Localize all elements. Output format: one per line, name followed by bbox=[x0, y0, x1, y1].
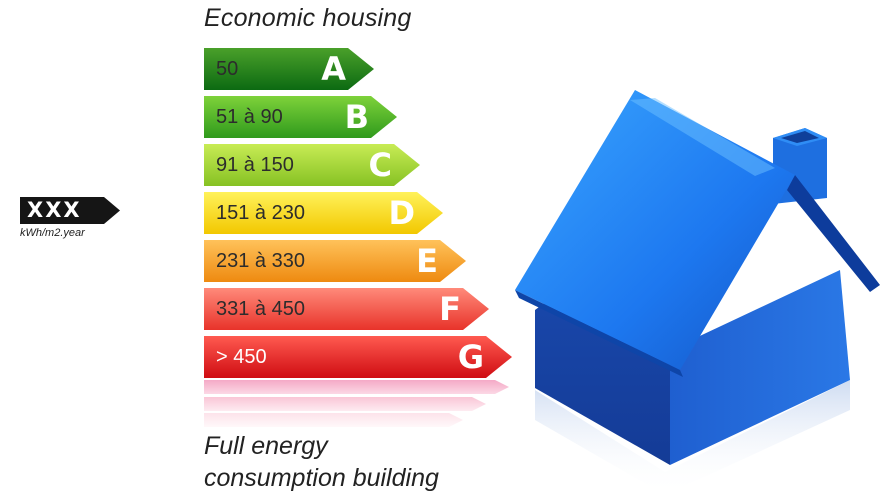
bottom-caption: Full energy consumption building bbox=[204, 430, 439, 494]
band-c-range: 91 à 150 bbox=[216, 154, 294, 176]
band-b: 51 à 90 B bbox=[204, 96, 397, 138]
band-c-letter: C bbox=[368, 146, 392, 184]
band-a: 50 A bbox=[204, 48, 374, 90]
band-f-letter: F bbox=[439, 290, 461, 328]
bottom-caption-line1: Full energy bbox=[204, 432, 328, 460]
band-a-letter: A bbox=[321, 50, 346, 88]
band-g-letter: G bbox=[457, 338, 484, 376]
band-c: 91 à 150 C bbox=[204, 144, 420, 186]
band-g-range: > 450 bbox=[216, 346, 267, 368]
band-b-letter: B bbox=[344, 98, 369, 136]
band-e: 231 à 330 E bbox=[204, 240, 466, 282]
band-b-range: 51 à 90 bbox=[216, 106, 283, 128]
band-f: 331 à 450 F bbox=[204, 288, 489, 330]
band-e-letter: E bbox=[416, 242, 438, 280]
scale-reflection bbox=[204, 380, 514, 430]
house-icon bbox=[515, 90, 880, 495]
indicator-value: XXX bbox=[27, 198, 82, 222]
band-d-letter: D bbox=[388, 194, 415, 232]
indicator-unit: kWh/m2.year bbox=[20, 227, 85, 239]
band-a-range: 50 bbox=[216, 58, 239, 80]
band-f-range: 331 à 450 bbox=[216, 298, 305, 320]
indicator-arrow: XXX bbox=[20, 197, 120, 224]
band-d: 151 à 230 D bbox=[204, 192, 443, 234]
band-g: > 450 G bbox=[204, 336, 512, 378]
top-caption: Economic housing bbox=[204, 4, 412, 32]
band-e-range: 231 à 330 bbox=[216, 250, 305, 272]
consumption-indicator: XXX kWh/m2.year bbox=[20, 197, 120, 239]
bottom-caption-line2: consumption building bbox=[204, 464, 439, 492]
band-d-range: 151 à 230 bbox=[216, 202, 305, 224]
